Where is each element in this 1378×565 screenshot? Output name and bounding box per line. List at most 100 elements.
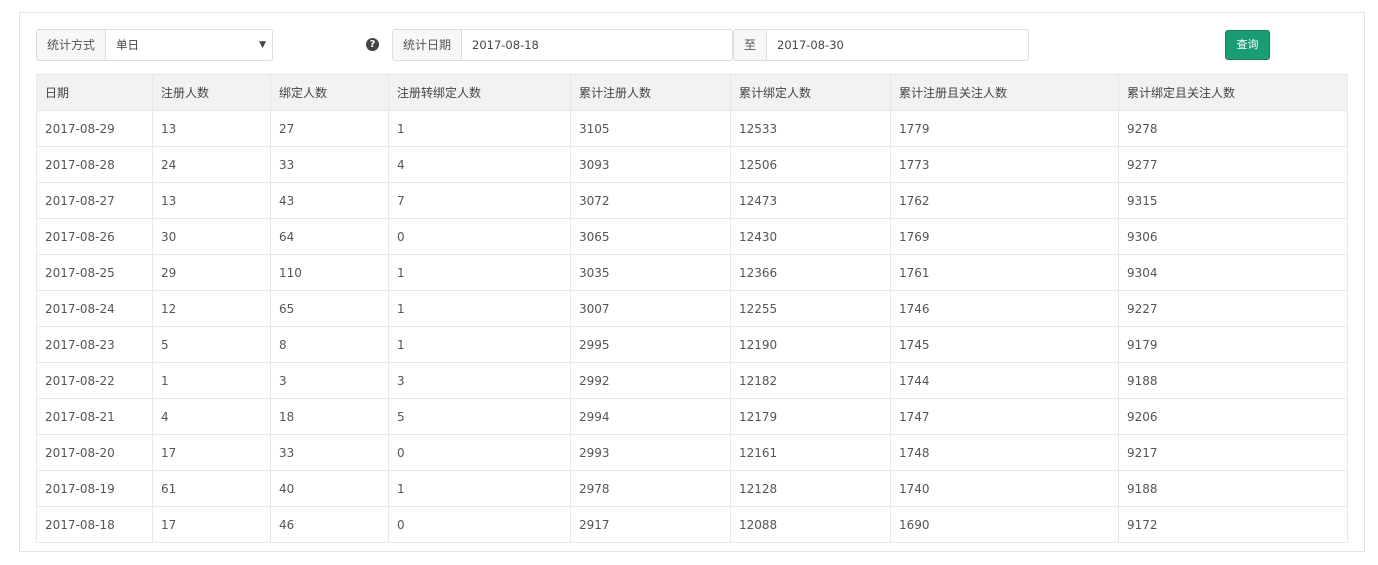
table-cell: 2017-08-22 xyxy=(36,362,153,399)
chevron-down-icon: ▼ xyxy=(259,40,266,50)
table-row: 2017-08-25 29 110 1 3035 12366 1761 9304 xyxy=(36,254,1348,291)
table-cell: 7 xyxy=(388,182,571,219)
table-cell: 1 xyxy=(388,254,571,291)
table-row: 2017-08-22 1 3 3 2992 12182 1744 9188 xyxy=(36,362,1348,399)
mode-label: 统计方式 xyxy=(37,30,107,60)
table-cell: 9179 xyxy=(1118,326,1348,363)
table-cell: 12161 xyxy=(730,434,891,471)
table-cell: 12128 xyxy=(730,470,891,507)
table-cell: 18 xyxy=(270,398,389,435)
table-cell: 2017-08-25 xyxy=(36,254,153,291)
table-cell: 1744 xyxy=(890,362,1119,399)
table-cell: 1779 xyxy=(890,110,1119,147)
table-cell: 1690 xyxy=(890,506,1119,543)
table-cell: 9206 xyxy=(1118,398,1348,435)
end-date-group[interactable]: 至 2017-08-30 xyxy=(733,29,1029,61)
table-cell: 2978 xyxy=(570,470,731,507)
table-cell: 2017-08-29 xyxy=(36,110,153,147)
table-cell: 1761 xyxy=(890,254,1119,291)
table-cell: 5 xyxy=(152,326,271,363)
table-cell: 65 xyxy=(270,290,389,327)
filter-bar: 统计方式 单日 ▼ ? 统计日期 2017-08-18 至 2017-08-30… xyxy=(36,29,1346,63)
table-cell: 27 xyxy=(270,110,389,147)
question-circle-icon[interactable]: ? xyxy=(366,38,379,51)
table-cell: 3093 xyxy=(570,146,731,183)
table-cell: 2993 xyxy=(570,434,731,471)
mode-value[interactable]: 单日 xyxy=(116,38,140,52)
table-cell: 3065 xyxy=(570,218,731,255)
table-cell: 2017-08-18 xyxy=(36,506,153,543)
table-cell: 12088 xyxy=(730,506,891,543)
table-cell: 0 xyxy=(388,434,571,471)
column-header: 累计绑定且关注人数 xyxy=(1118,74,1348,111)
table-cell: 12179 xyxy=(730,398,891,435)
table-cell: 0 xyxy=(388,218,571,255)
date-label: 统计日期 xyxy=(393,30,463,60)
table-cell: 1748 xyxy=(890,434,1119,471)
table-cell: 1747 xyxy=(890,398,1119,435)
mode-select[interactable]: 统计方式 单日 ▼ xyxy=(36,29,273,61)
table-cell: 9172 xyxy=(1118,506,1348,543)
table-cell: 2017-08-26 xyxy=(36,218,153,255)
table-row: 2017-08-18 17 46 0 2917 12088 1690 9172 xyxy=(36,506,1348,543)
start-date-input[interactable]: 2017-08-18 xyxy=(472,38,539,52)
column-header: 累计绑定人数 xyxy=(730,74,891,111)
table-cell: 2017-08-23 xyxy=(36,326,153,363)
column-header: 日期 xyxy=(36,74,153,111)
stats-table: 日期 注册人数 绑定人数 注册转绑定人数 累计注册人数 累计绑定人数 累计注册且关注人数 累计… xyxy=(36,74,1348,543)
table-row: 2017-08-19 61 40 1 2978 12128 1740 9188 xyxy=(36,470,1348,507)
table-cell: 3105 xyxy=(570,110,731,147)
table-cell: 4 xyxy=(152,398,271,435)
table-cell: 4 xyxy=(388,146,571,183)
table-cell: 9217 xyxy=(1118,434,1348,471)
table-cell: 9304 xyxy=(1118,254,1348,291)
table-cell: 1773 xyxy=(890,146,1119,183)
table-cell: 24 xyxy=(152,146,271,183)
table-row: 2017-08-28 24 33 4 3093 12506 1773 9277 xyxy=(36,146,1348,183)
table-row: 2017-08-24 12 65 1 3007 12255 1746 9227 xyxy=(36,290,1348,327)
table-cell: 2017-08-24 xyxy=(36,290,153,327)
start-date-group[interactable]: 统计日期 2017-08-18 xyxy=(392,29,733,61)
table-header-row: 日期 注册人数 绑定人数 注册转绑定人数 累计注册人数 累计绑定人数 累计注册且关注人数 累计… xyxy=(36,74,1348,111)
table-cell: 12473 xyxy=(730,182,891,219)
table-cell: 61 xyxy=(152,470,271,507)
table-cell: 33 xyxy=(270,434,389,471)
table-cell: 2017-08-21 xyxy=(36,398,153,435)
end-date-input[interactable]: 2017-08-30 xyxy=(777,38,844,52)
table-cell: 2017-08-27 xyxy=(36,182,153,219)
table-cell: 5 xyxy=(388,398,571,435)
table-cell: 30 xyxy=(152,218,271,255)
table-row: 2017-08-20 17 33 0 2993 12161 1748 9217 xyxy=(36,434,1348,471)
table-cell: 1769 xyxy=(890,218,1119,255)
table-cell: 3007 xyxy=(570,290,731,327)
table-cell: 12366 xyxy=(730,254,891,291)
query-button[interactable]: 查询 xyxy=(1225,30,1270,60)
table-cell: 1 xyxy=(388,110,571,147)
stats-panel: 统计方式 单日 ▼ ? 统计日期 2017-08-18 至 2017-08-30… xyxy=(19,12,1365,552)
table-cell: 43 xyxy=(270,182,389,219)
table-cell: 17 xyxy=(152,434,271,471)
table-row: 2017-08-23 5 8 1 2995 12190 1745 9179 xyxy=(36,326,1348,363)
table-cell: 29 xyxy=(152,254,271,291)
table-cell: 3072 xyxy=(570,182,731,219)
table-cell: 12190 xyxy=(730,326,891,363)
table-cell: 2017-08-20 xyxy=(36,434,153,471)
table-cell: 0 xyxy=(388,506,571,543)
table-cell: 13 xyxy=(152,182,271,219)
table-cell: 110 xyxy=(270,254,389,291)
table-cell: 1 xyxy=(388,326,571,363)
table-cell: 2917 xyxy=(570,506,731,543)
table-row: 2017-08-26 30 64 0 3065 12430 1769 9306 xyxy=(36,218,1348,255)
table-cell: 1746 xyxy=(890,290,1119,327)
table-cell: 9227 xyxy=(1118,290,1348,327)
table-cell: 2995 xyxy=(570,326,731,363)
table-cell: 8 xyxy=(270,326,389,363)
column-header: 累计注册且关注人数 xyxy=(890,74,1119,111)
table-cell: 2992 xyxy=(570,362,731,399)
table-cell: 12182 xyxy=(730,362,891,399)
table-cell: 9188 xyxy=(1118,470,1348,507)
table-cell: 13 xyxy=(152,110,271,147)
table-cell: 12506 xyxy=(730,146,891,183)
table-cell: 12533 xyxy=(730,110,891,147)
column-header: 注册转绑定人数 xyxy=(388,74,571,111)
